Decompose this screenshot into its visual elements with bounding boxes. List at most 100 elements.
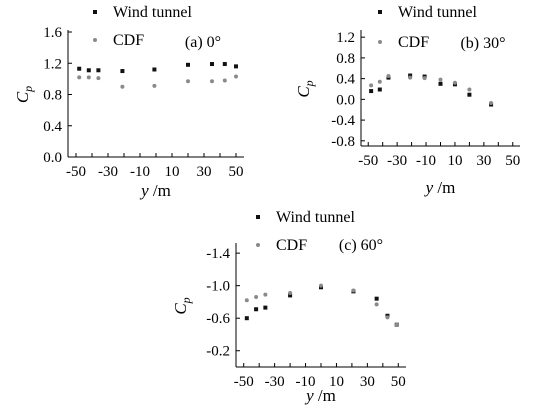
legend-marker-wind-tunnel — [93, 10, 97, 14]
panel-label: (a) 0° — [185, 34, 221, 51]
y-tick-label: 1.2 — [43, 56, 62, 72]
legend-marker-cdf — [93, 38, 97, 42]
y-tick-label: 1.6 — [43, 25, 62, 41]
x-tick-label: 30 — [360, 374, 375, 390]
data-point-cdf — [254, 295, 259, 300]
y-tick-label: 0.0 — [43, 150, 62, 166]
legend-marker-cdf — [378, 40, 382, 44]
x-tick-label: -10 — [296, 374, 316, 390]
x-tick-label: 10 — [165, 164, 180, 180]
chart-panel-1: -50 -30 -10 10 30 50 0.0 0.4 0.8 1.2 1.6 Cp y /m Wind… — [13, 4, 244, 200]
data-point-wind-tunnel — [234, 64, 238, 69]
data-point-cdf — [244, 298, 249, 303]
data-point-wind-tunnel — [254, 307, 259, 312]
data-point-wind-tunnel — [210, 62, 214, 67]
y-tick-label: 0.4 — [336, 72, 355, 88]
data-point-wind-tunnel — [96, 68, 101, 73]
panel-label: (b) 30° — [460, 35, 505, 52]
x-axis-label: y /m — [139, 181, 171, 200]
legend-label: CDF — [276, 237, 307, 254]
data-point-wind-tunnel — [377, 87, 382, 92]
data-point-wind-tunnel — [288, 293, 293, 298]
data-point-cdf — [385, 315, 390, 320]
y-tick-label: -0.4 — [331, 113, 355, 129]
x-tick-label: 30 — [476, 153, 491, 169]
data-point-wind-tunnel — [467, 92, 472, 97]
x-tick-label: 50 — [505, 153, 520, 169]
x-tick-label: -10 — [130, 164, 150, 180]
data-point-cdf — [263, 292, 268, 297]
legend-marker-cdf — [256, 243, 260, 247]
data-point-cdf — [319, 283, 323, 288]
data-point-wind-tunnel — [152, 67, 157, 72]
data-point-cdf — [489, 100, 494, 105]
data-point-wind-tunnel — [186, 62, 190, 67]
data-point-wind-tunnel — [369, 89, 374, 94]
data-point-cdf — [152, 83, 157, 88]
data-point-cdf — [422, 76, 427, 81]
data-point-cdf — [288, 290, 293, 295]
legend-label: CDF — [398, 34, 429, 51]
legend-label: Wind tunnel — [113, 4, 192, 21]
data-point-wind-tunnel — [86, 68, 91, 73]
chart-panel-3: -50 -30 -10 10 30 50 -0.2 -0.6 -1.0 -1.4 Cp y /m Win… — [171, 209, 406, 405]
data-point-cdf — [351, 288, 356, 293]
x-tick-label: -30 — [387, 153, 407, 169]
data-point-wind-tunnel — [222, 62, 227, 67]
x-tick-label: 30 — [197, 164, 212, 180]
x-tick-label: 50 — [391, 374, 406, 390]
x-tick-label: 10 — [329, 374, 344, 390]
x-axis-label: y /m — [424, 178, 456, 197]
data-point-wind-tunnel — [374, 296, 379, 301]
y-tick-label: -1.4 — [206, 246, 230, 262]
y-axis-label: Cp — [294, 80, 316, 97]
y-tick-label: 0.8 — [43, 88, 62, 104]
data-point-cdf — [467, 87, 472, 92]
data-point-cdf — [408, 75, 413, 80]
legend-label: Wind tunnel — [276, 209, 355, 226]
panel-label: (c) 60° — [339, 237, 383, 254]
y-axis-label: Cp — [13, 86, 35, 103]
legend-marker-wind-tunnel — [378, 10, 382, 14]
legend-label: Wind tunnel — [398, 4, 477, 21]
data-point-cdf — [222, 78, 227, 83]
data-point-cdf — [120, 84, 125, 89]
data-point-cdf — [394, 322, 399, 327]
data-point-cdf — [96, 76, 101, 81]
legend-marker-wind-tunnel — [256, 215, 260, 219]
legend-label: CDF — [113, 32, 144, 49]
data-point-wind-tunnel — [408, 73, 413, 78]
data-point-cdf — [77, 75, 82, 80]
y-tick-label: 1.2 — [336, 30, 355, 46]
data-point-cdf — [234, 74, 238, 79]
y-axis-label: Cp — [171, 297, 193, 314]
x-axis-label: y /m — [304, 386, 336, 405]
data-point-cdf — [374, 302, 379, 307]
y-tick-label: 0.8 — [336, 51, 355, 67]
data-point-cdf — [186, 79, 190, 84]
y-tick-label: 0.4 — [43, 119, 62, 135]
data-point-cdf — [86, 75, 91, 80]
data-point-wind-tunnel — [438, 81, 443, 86]
data-point-wind-tunnel — [120, 69, 125, 74]
data-point-cdf — [369, 83, 374, 88]
data-point-wind-tunnel — [244, 316, 249, 321]
data-point-cdf — [377, 79, 382, 84]
x-tick-label: -30 — [265, 374, 285, 390]
chart-panel-2: -50 -30 -10 10 30 50 -0.8 -0.4 0.0 0.4 0.8 1.2 Cp y /… — [294, 4, 520, 197]
x-tick-label: -10 — [416, 153, 436, 169]
data-point-cdf — [438, 77, 443, 82]
x-tick-label: -30 — [98, 164, 118, 180]
y-tick-label: -0.2 — [206, 344, 230, 360]
x-tick-label: -50 — [358, 153, 378, 169]
data-point-wind-tunnel — [77, 66, 82, 71]
data-point-cdf — [210, 79, 214, 84]
x-tick-label: 50 — [229, 164, 244, 180]
data-point-cdf — [452, 80, 457, 85]
data-point-cdf — [386, 74, 391, 79]
y-tick-label: -1.0 — [206, 279, 230, 295]
data-point-wind-tunnel — [263, 305, 268, 310]
y-tick-label: -0.6 — [206, 311, 230, 327]
x-tick-label: 10 — [447, 153, 462, 169]
